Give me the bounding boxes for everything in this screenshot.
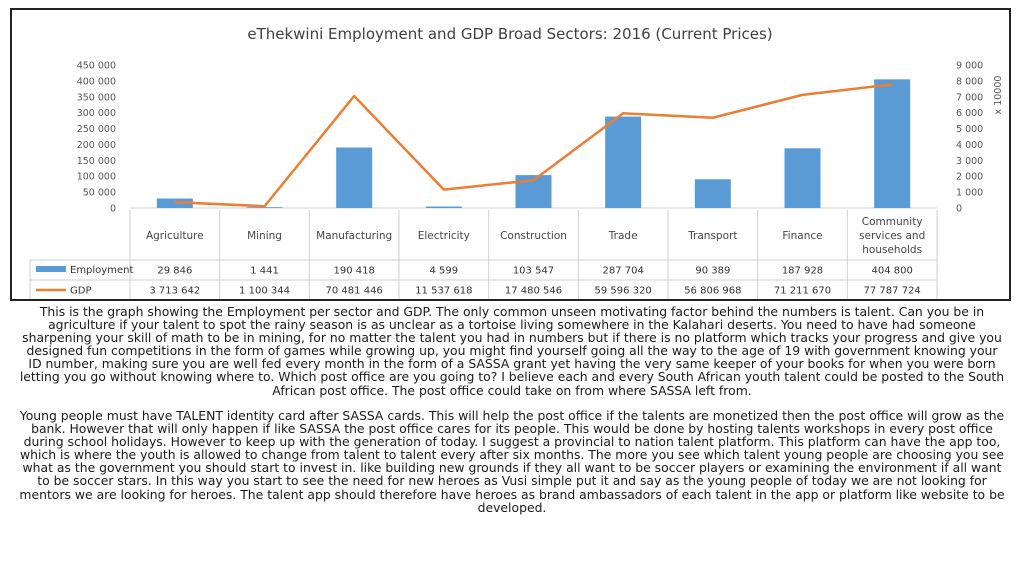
- employment-legend-label: Employment: [70, 265, 133, 276]
- gdp-value-cell: 59 596 320: [595, 286, 652, 297]
- employment-bar: [874, 79, 910, 208]
- gdp-value-cell: 17 480 546: [505, 286, 562, 297]
- right-axis-tick-label: 2 000: [956, 172, 983, 183]
- left-axis-tick-label: 0: [110, 204, 116, 215]
- category-label: Community: [862, 216, 923, 228]
- left-axis-tick-label: 250 000: [77, 124, 116, 135]
- right-axis-tick-label: 7 000: [956, 92, 983, 103]
- employment-value-cell: 287 704: [602, 266, 643, 277]
- employment-value-cell: 103 547: [513, 266, 554, 277]
- gdp-value-cell: 3 713 642: [149, 286, 200, 297]
- gdp-value-cell: 71 211 670: [774, 286, 831, 297]
- category-label: Transport: [687, 230, 737, 242]
- gdp-legend-label: GDP: [70, 286, 91, 297]
- category-label: households: [862, 244, 922, 256]
- body-paragraph-1: This is the graph showing the Employment…: [18, 305, 1006, 397]
- category-label: Trade: [608, 230, 638, 242]
- gdp-value-cell: 11 537 618: [415, 286, 472, 297]
- employment-value-cell: 29 846: [157, 266, 192, 277]
- employment-value-cell: 90 389: [695, 266, 730, 277]
- left-axis-tick-label: 150 000: [77, 156, 116, 167]
- employment-bar: [605, 117, 641, 208]
- employment-value-cell: 190 418: [333, 266, 374, 277]
- right-axis-tick-label: 8 000: [956, 76, 983, 87]
- gdp-value-cell: 1 100 344: [239, 286, 290, 297]
- employment-legend-key: [36, 266, 66, 272]
- left-axis-tick-label: 450 000: [77, 61, 116, 72]
- right-axis-tick-label: 3 000: [956, 156, 983, 167]
- left-axis-tick-label: 200 000: [77, 140, 116, 151]
- right-axis-label: x 10000: [993, 76, 1004, 115]
- right-axis-tick-label: 6 000: [956, 108, 983, 119]
- category-label: Finance: [782, 230, 822, 242]
- left-axis-tick-label: 350 000: [77, 92, 116, 103]
- right-axis-tick-label: 1 000: [956, 188, 983, 199]
- left-axis-tick-label: 100 000: [77, 172, 116, 183]
- right-axis-tick-label: 0: [956, 204, 962, 215]
- category-label: Mining: [247, 230, 282, 242]
- employment-value-cell: 4 599: [430, 266, 459, 277]
- employment-bar: [785, 148, 821, 208]
- chart-frame: eThekwini Employment and GDP Broad Secto…: [10, 8, 1011, 301]
- gdp-value-cell: 77 787 724: [864, 286, 921, 297]
- body-paragraph-2: Young people must have TALENT identity c…: [18, 409, 1006, 514]
- category-label: Construction: [500, 230, 567, 242]
- category-label: Manufacturing: [316, 230, 392, 242]
- employment-bar: [695, 179, 731, 208]
- employment-value-cell: 1 441: [250, 266, 279, 277]
- category-label: services and: [859, 230, 925, 242]
- employment-bar: [426, 207, 462, 208]
- right-axis-tick-label: 4 000: [956, 140, 983, 151]
- left-axis-tick-label: 300 000: [77, 108, 116, 119]
- left-axis-tick-label: 400 000: [77, 76, 116, 87]
- chart-title: eThekwini Employment and GDP Broad Secto…: [247, 25, 772, 43]
- right-axis-tick-label: 9 000: [956, 61, 983, 72]
- employment-value-cell: 187 928: [782, 266, 823, 277]
- category-label: Agriculture: [146, 230, 204, 242]
- chart: eThekwini Employment and GDP Broad Secto…: [12, 10, 1009, 299]
- right-axis-tick-label: 5 000: [956, 124, 983, 135]
- left-axis-tick-label: 50 000: [83, 188, 116, 199]
- employment-value-cell: 404 800: [871, 266, 912, 277]
- gdp-value-cell: 56 806 968: [684, 286, 741, 297]
- category-label: Electricity: [418, 230, 470, 242]
- employment-bar: [336, 147, 372, 208]
- gdp-value-cell: 70 481 446: [326, 286, 383, 297]
